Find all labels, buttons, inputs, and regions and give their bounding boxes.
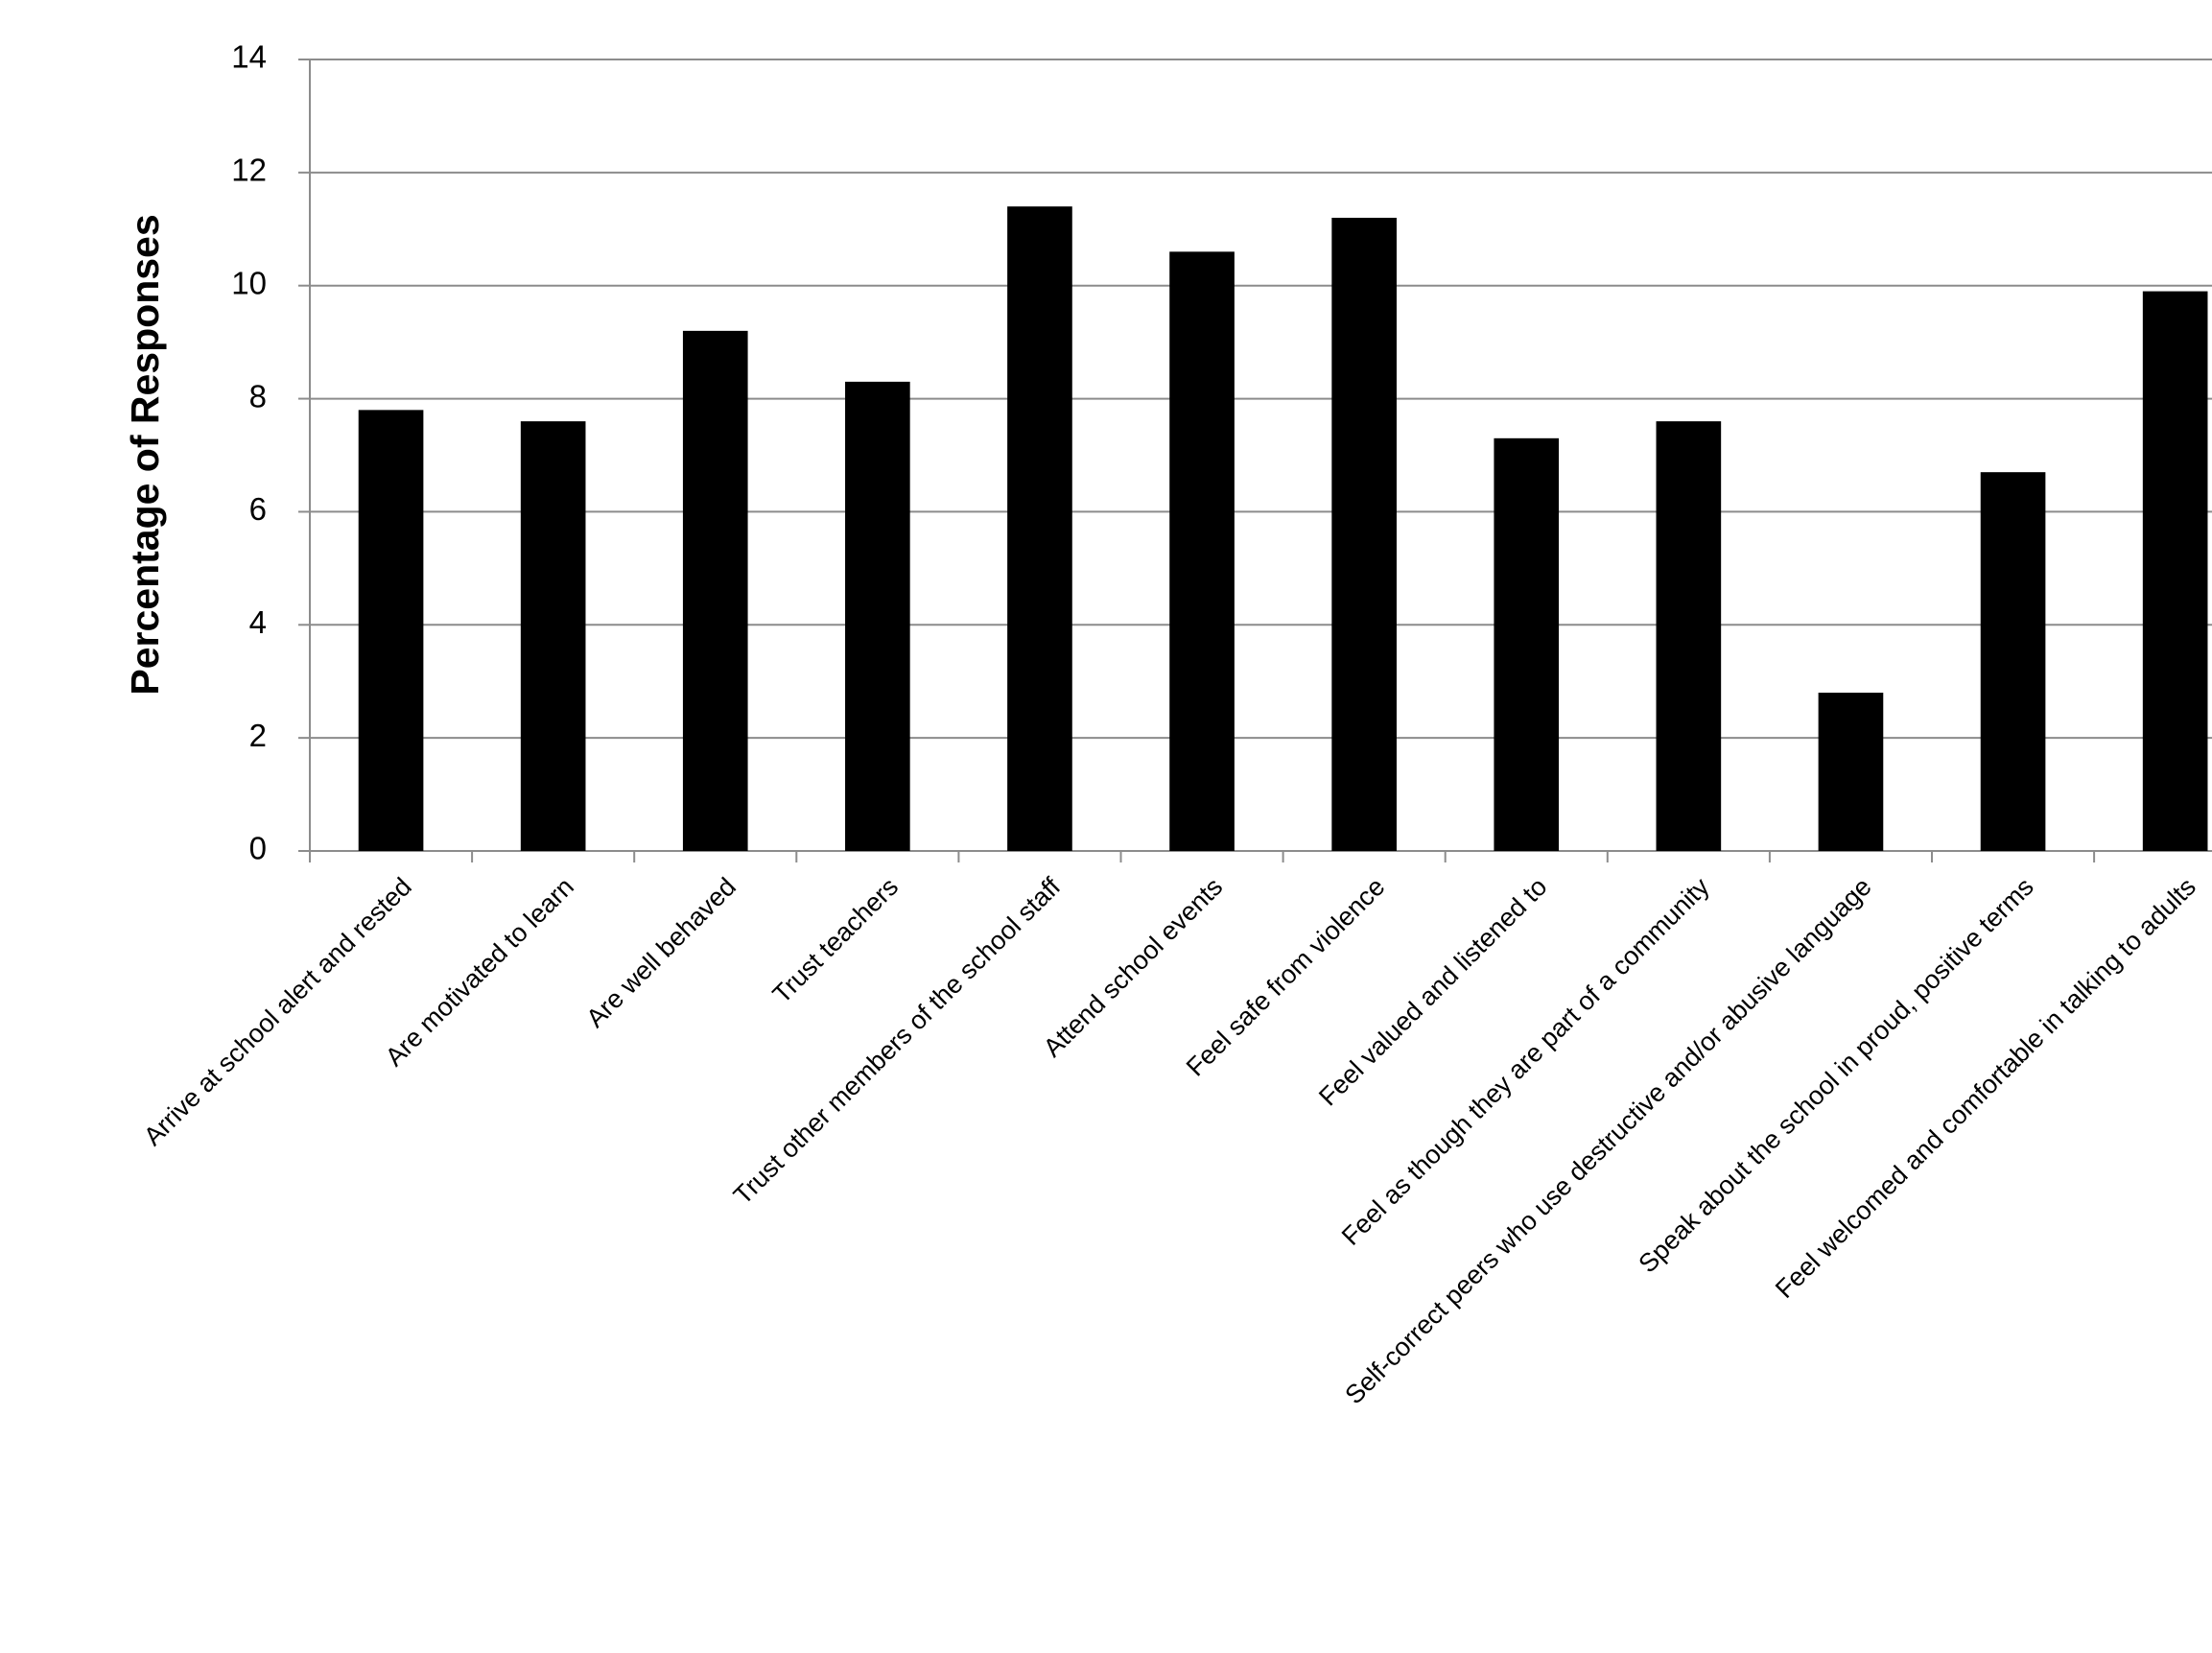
bar [2142,291,2208,851]
y-tick-label: 12 [231,153,267,188]
y-axis-title: Percentage of Responses [123,214,167,695]
bar [1007,206,1072,851]
y-tick-label: 6 [249,491,267,527]
bar [682,330,748,851]
y-tick-label: 2 [249,718,267,753]
x-tick-label: Are motivated to learn [380,872,579,1072]
bar [1331,218,1397,851]
bar [1980,472,2046,851]
y-tick-label: 10 [231,265,267,300]
x-tick-label: Attend school events [1038,872,1228,1062]
bar [1169,251,1235,851]
bar [358,410,424,851]
y-tick-label: 0 [249,831,267,866]
y-tick-label: 8 [249,378,267,413]
x-tick-label: Self-correct peers who use destructive a… [1339,872,1876,1409]
bar [1494,437,1560,851]
y-tick-label: 4 [249,604,267,640]
x-tick-label: Trust other members of the school staff [728,872,1067,1211]
bar [1656,421,1722,851]
bar [845,381,910,851]
x-tick-label: Trust teachers [767,872,905,1009]
x-tick-label: Are well behaved [580,872,741,1033]
bar [520,421,586,851]
bar [1818,693,1884,851]
y-tick-label: 14 [231,39,267,75]
x-tick-label: Feel as though they are part of a commun… [1336,872,1715,1251]
x-tick-label: Arrive at school alert and rested [138,872,417,1151]
